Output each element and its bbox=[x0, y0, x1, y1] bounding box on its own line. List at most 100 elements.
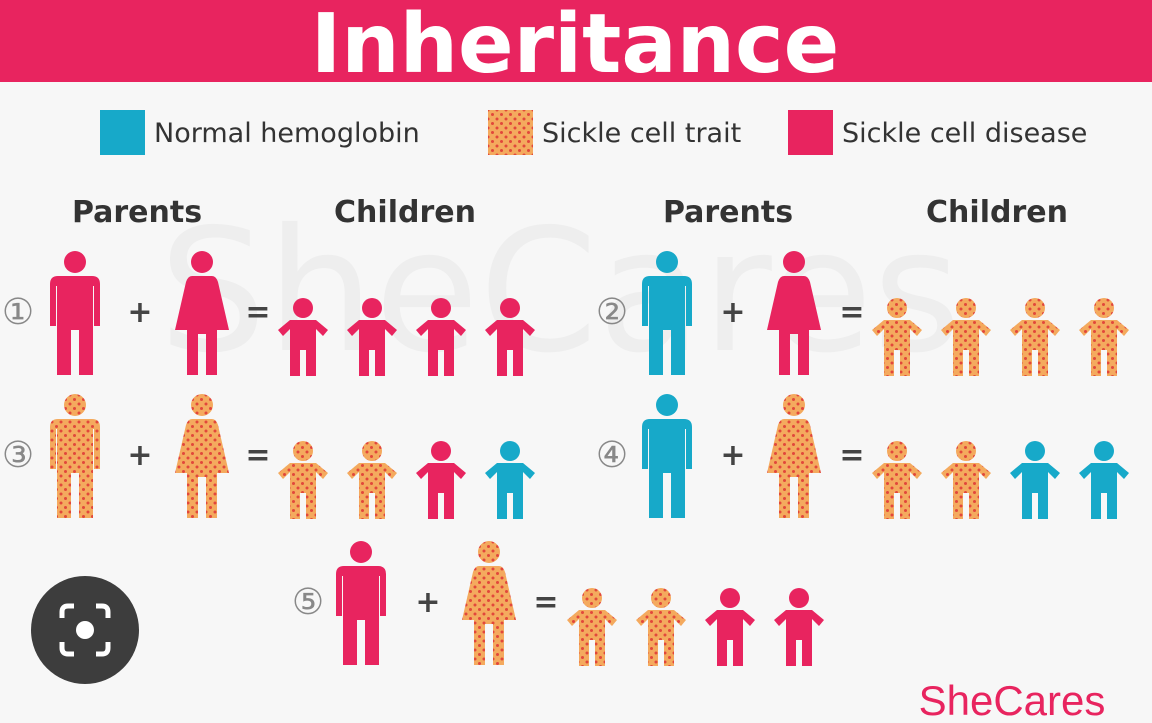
father-figure bbox=[50, 251, 100, 375]
child-figure-part bbox=[416, 463, 466, 519]
child-figure-part bbox=[347, 463, 397, 519]
child-figure-part bbox=[485, 463, 535, 519]
child-figure-part bbox=[941, 463, 991, 519]
column-header: Parents bbox=[72, 195, 202, 230]
content: Normal hemoglobin Sickle cell trait Sickle… bbox=[2, 110, 1129, 666]
plus-sign: + bbox=[720, 438, 745, 473]
child-figure-part bbox=[1079, 463, 1129, 519]
father-figure-part bbox=[336, 566, 386, 665]
mother-figure-part bbox=[478, 541, 500, 563]
lens-icon bbox=[59, 603, 111, 657]
child-figure bbox=[941, 298, 991, 376]
legend-label: Sickle cell disease bbox=[842, 118, 1087, 149]
column-header: Parents bbox=[663, 195, 793, 230]
child-figure bbox=[278, 298, 328, 376]
mother-figure-part bbox=[783, 394, 805, 416]
child-figure bbox=[485, 298, 535, 376]
child-figure bbox=[872, 298, 922, 376]
child-figure-part bbox=[1079, 320, 1129, 376]
father-figure bbox=[642, 251, 692, 375]
child-figure bbox=[485, 441, 535, 519]
scenario-number: ② bbox=[596, 292, 628, 333]
father-figure-part bbox=[656, 394, 678, 416]
mother-figure-part bbox=[783, 251, 805, 273]
child-figure bbox=[416, 441, 466, 519]
child-figure-part bbox=[362, 298, 382, 318]
plus-sign: + bbox=[127, 295, 152, 330]
child-figure-part bbox=[582, 588, 602, 608]
father-figure-part bbox=[350, 541, 372, 563]
child-figure-part bbox=[956, 441, 976, 461]
father-figure-part bbox=[64, 394, 86, 416]
mother-figure bbox=[767, 251, 821, 375]
father-figure-part bbox=[50, 419, 100, 518]
child-figure-part bbox=[485, 320, 535, 376]
watermark: SheCares bbox=[159, 193, 961, 391]
child-figure bbox=[872, 441, 922, 519]
child-figure bbox=[941, 441, 991, 519]
child-figure bbox=[1079, 441, 1129, 519]
child-figure bbox=[1079, 298, 1129, 376]
child-figure bbox=[567, 588, 617, 666]
child-figure-part bbox=[500, 441, 520, 461]
scenario-number: ⑤ bbox=[292, 582, 324, 623]
child-figure-part bbox=[416, 320, 466, 376]
mother-figure bbox=[175, 394, 229, 518]
column-header: Children bbox=[926, 195, 1068, 230]
legend-swatch bbox=[788, 110, 833, 155]
mother-figure bbox=[767, 394, 821, 518]
equals-sign: = bbox=[533, 585, 558, 620]
child-figure-part bbox=[567, 610, 617, 666]
child-figure-part bbox=[293, 441, 313, 461]
child-figure-part bbox=[774, 610, 824, 666]
father-figure-part bbox=[642, 419, 692, 518]
plus-sign: + bbox=[127, 438, 152, 473]
child-figure-part bbox=[1010, 463, 1060, 519]
legend-label: Normal hemoglobin bbox=[154, 118, 420, 149]
equals-sign: = bbox=[245, 438, 270, 473]
child-figure-part bbox=[872, 463, 922, 519]
child-figure-part bbox=[293, 298, 313, 318]
child-figure bbox=[347, 441, 397, 519]
plus-sign: + bbox=[720, 295, 745, 330]
equals-sign: = bbox=[245, 295, 270, 330]
mother-figure-part bbox=[767, 276, 821, 375]
legend-label: Sickle cell trait bbox=[542, 118, 741, 149]
child-figure bbox=[278, 441, 328, 519]
column-header: Children bbox=[334, 195, 476, 230]
child-figure-part bbox=[720, 588, 740, 608]
logo: SheCares bbox=[919, 677, 1106, 723]
child-figure-part bbox=[347, 320, 397, 376]
mother-figure-part bbox=[175, 419, 229, 518]
child-figure-part bbox=[956, 298, 976, 318]
child-figure-part bbox=[1025, 441, 1045, 461]
child-figure bbox=[774, 588, 824, 666]
child-figure bbox=[636, 588, 686, 666]
child-figure-part bbox=[362, 441, 382, 461]
child-figure-part bbox=[278, 463, 328, 519]
scenario-number: ④ bbox=[596, 435, 628, 476]
child-figure-part bbox=[636, 610, 686, 666]
legend-swatch bbox=[100, 110, 145, 155]
father-figure bbox=[50, 394, 100, 518]
equals-sign: = bbox=[839, 295, 864, 330]
mother-figure-part bbox=[462, 566, 516, 665]
equals-sign: = bbox=[839, 438, 864, 473]
child-figure-part bbox=[1025, 298, 1045, 318]
mother-figure bbox=[462, 541, 516, 665]
child-figure bbox=[1010, 298, 1060, 376]
father-figure bbox=[336, 541, 386, 665]
father-figure-part bbox=[50, 276, 100, 375]
child-figure-part bbox=[941, 320, 991, 376]
child-figure-part bbox=[872, 320, 922, 376]
child-figure-part bbox=[431, 441, 451, 461]
child-figure-part bbox=[500, 298, 520, 318]
child-figure-part bbox=[1010, 320, 1060, 376]
plus-sign: + bbox=[415, 585, 440, 620]
mother-figure bbox=[175, 251, 229, 375]
legend-swatch bbox=[488, 110, 533, 155]
child-figure-part bbox=[887, 441, 907, 461]
father-figure-part bbox=[656, 251, 678, 273]
child-figure-part bbox=[1094, 298, 1114, 318]
